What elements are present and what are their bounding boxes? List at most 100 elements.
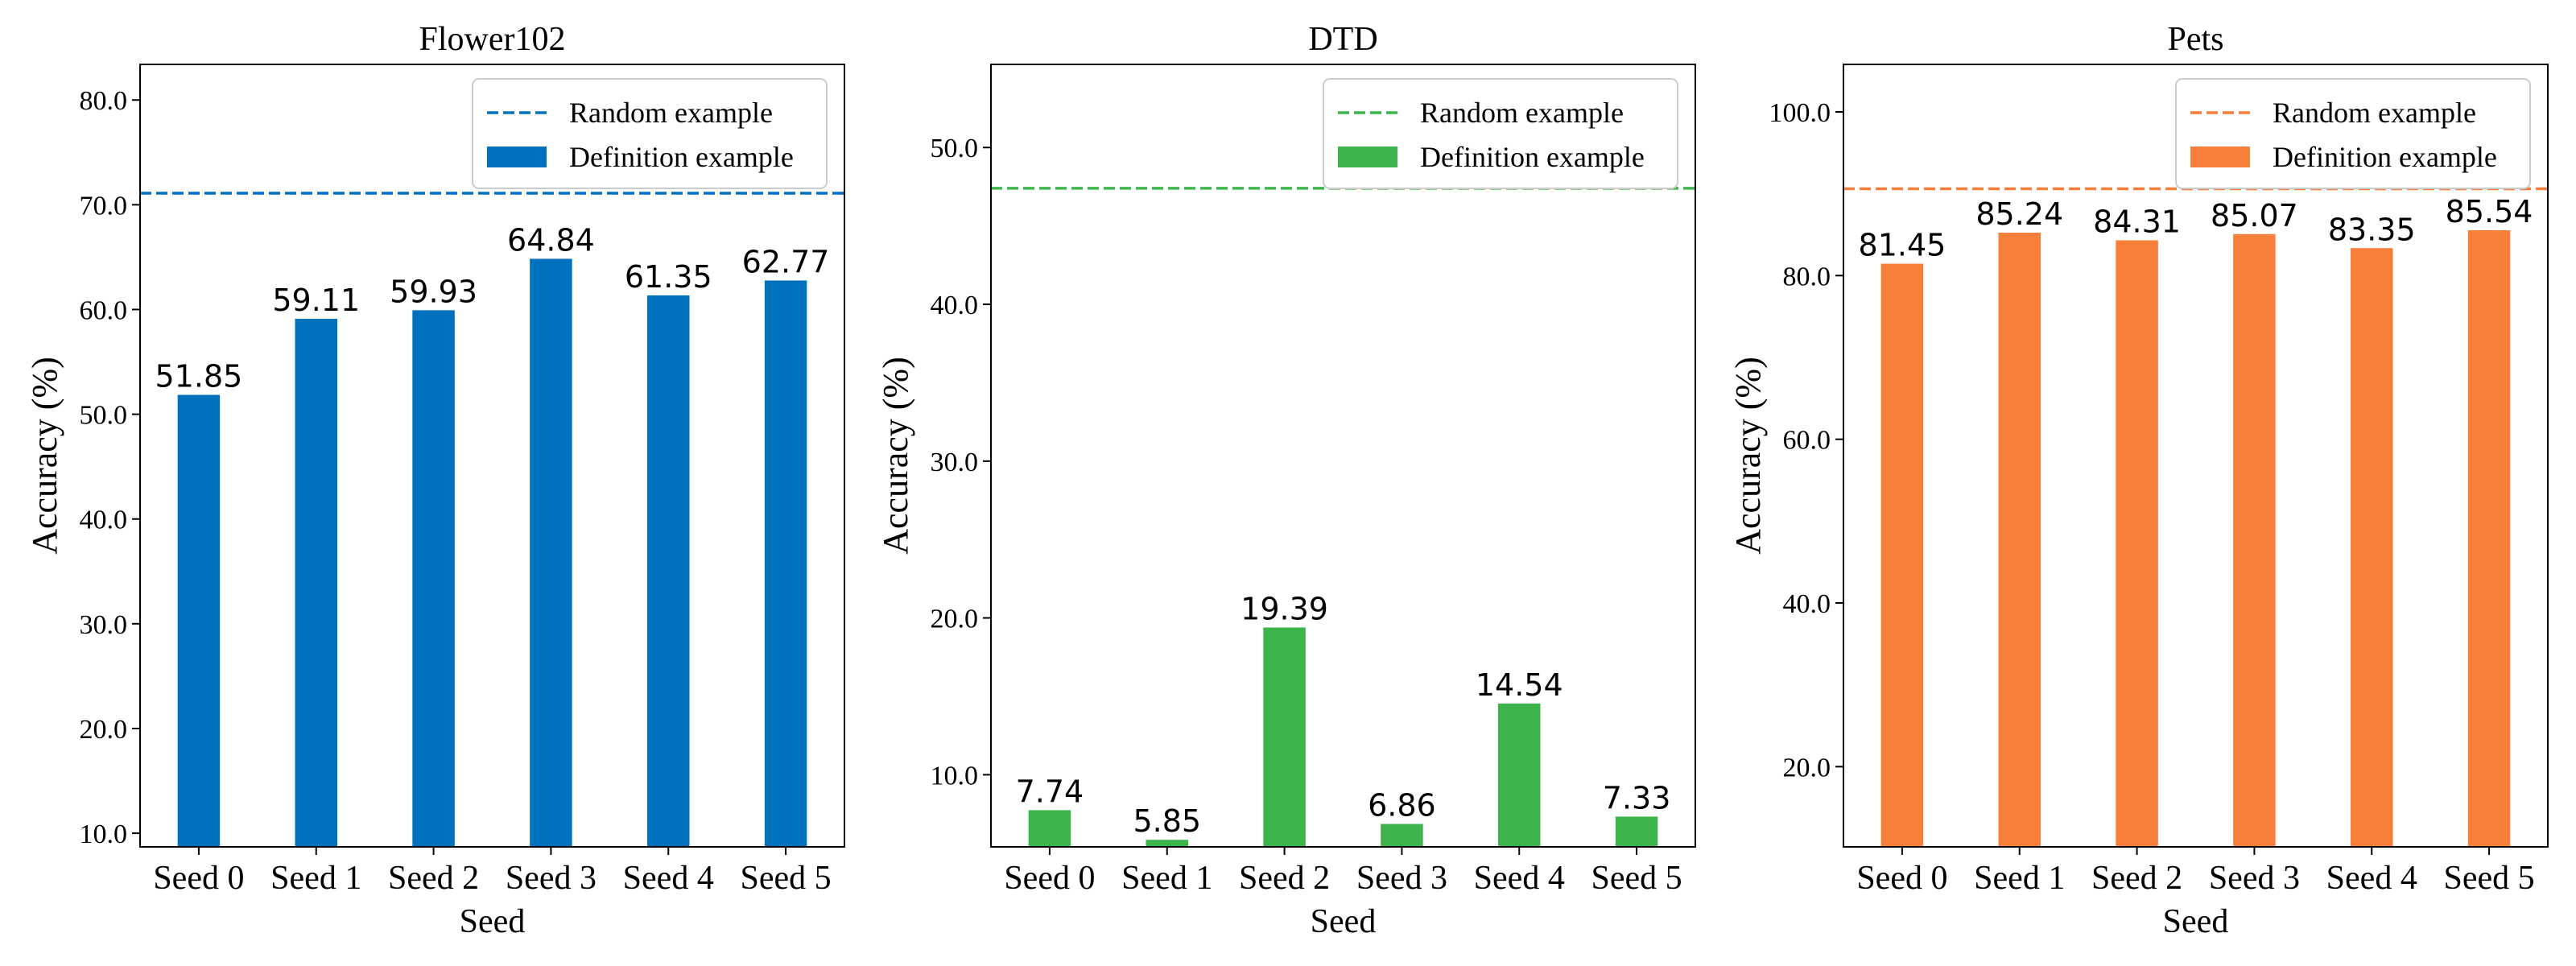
bar-seed-4 (647, 295, 690, 847)
legend-swatch-bar (487, 147, 547, 167)
y-tick-label: 30.0 (931, 448, 979, 477)
legend: Random example Definition example (1323, 78, 1678, 189)
x-tick-label: Seed 5 (2444, 860, 2535, 897)
bar-value-label: 85.54 (2446, 194, 2533, 229)
x-tick-label: Seed 0 (1004, 860, 1095, 897)
bar-value-label: 51.85 (155, 359, 243, 394)
y-axis-label: Accuracy (%) (876, 357, 915, 555)
x-tick-label: Seed 1 (1974, 860, 2065, 897)
bar-value-label: 59.11 (272, 283, 360, 318)
x-axis-label: Seed (2163, 903, 2229, 940)
legend-label-random: Random example (569, 97, 773, 129)
bar-seed-5 (764, 280, 807, 847)
bar-seed-0 (1028, 810, 1071, 847)
bar-value-label: 81.45 (1859, 228, 1946, 263)
y-tick-label: 60.0 (80, 295, 128, 325)
chart-title: Pets (2167, 21, 2223, 58)
plot-frame (990, 64, 1696, 848)
bar-seed-3 (2233, 233, 2276, 847)
bar-seed-4 (1498, 703, 1541, 847)
y-axis-label: Accuracy (%) (25, 357, 64, 555)
bar-seed-3 (530, 258, 572, 847)
bar-value-label: 85.07 (2211, 198, 2298, 233)
legend-label-random: Random example (2273, 97, 2476, 129)
bar-value-label: 83.35 (2328, 212, 2416, 247)
y-tick-label: 50.0 (931, 134, 979, 163)
y-tick-label: 80.0 (80, 86, 128, 116)
bar-value-label: 5.85 (1133, 803, 1201, 839)
bar-value-label: 64.84 (507, 223, 595, 258)
bar-seed-5 (2467, 229, 2511, 847)
x-tick-label: Seed 3 (1356, 860, 1447, 897)
legend-label-definition: Definition example (2273, 141, 2497, 173)
y-tick-label: 40.0 (931, 291, 979, 320)
x-tick-label: Seed 4 (623, 860, 714, 897)
legend-swatch-bar (1338, 147, 1397, 167)
bar-seed-4 (2351, 248, 2393, 847)
y-tick-label: 40.0 (1783, 589, 1831, 619)
x-tick-label: Seed 0 (1856, 860, 1947, 897)
y-tick-label: 20.0 (1783, 753, 1831, 782)
legend-box (2175, 78, 2531, 189)
bar-seed-2 (412, 310, 455, 847)
y-tick-label: 100.0 (1769, 98, 1831, 128)
x-tick-label: Seed 0 (153, 860, 244, 897)
y-tick-label: 10.0 (80, 819, 128, 849)
bar-seed-0 (177, 394, 221, 847)
legend-box (1323, 78, 1678, 189)
y-tick-label: 60.0 (1783, 426, 1831, 456)
y-axis-label: Accuracy (%) (1728, 357, 1768, 555)
x-axis-label: Seed (1311, 903, 1377, 940)
legend: Random example Definition example (2175, 78, 2531, 189)
x-tick-label: Seed 1 (1121, 860, 1212, 897)
x-tick-label: Seed 3 (2209, 860, 2300, 897)
bar-seed-1 (295, 319, 337, 848)
chart-panel-dtd: DTD 7.74 5.85 19.39 6.86 14.54 7.33 10.0 20.0 30.… (876, 21, 1696, 940)
bar-seed-2 (1263, 627, 1306, 847)
y-tick-label: 30.0 (80, 610, 128, 640)
bar-value-label: 14.54 (1476, 667, 1563, 703)
x-tick-label: Seed 2 (1239, 860, 1330, 897)
y-tick-label: 40.0 (80, 506, 128, 535)
bar-value-label: 61.35 (625, 259, 712, 295)
bar-seed-2 (2116, 240, 2158, 847)
x-tick-label: Seed 5 (1591, 860, 1682, 897)
y-tick-label: 80.0 (1783, 262, 1831, 291)
x-tick-label: Seed 4 (1474, 860, 1565, 897)
bar-seed-5 (1615, 816, 1658, 847)
bar-value-label: 19.39 (1241, 591, 1328, 626)
x-tick-label: Seed 2 (2091, 860, 2182, 897)
legend-box (472, 78, 828, 189)
x-tick-label: Seed 2 (388, 860, 479, 897)
bar-seed-1 (1998, 233, 2041, 847)
x-tick-label: Seed 3 (506, 860, 597, 897)
chart-panel-pets: Pets 81.45 85.24 84.31 85.07 83.35 85.54 20.0 40… (1728, 21, 2549, 940)
legend-label-definition: Definition example (1420, 141, 1645, 173)
x-tick-label: Seed 5 (741, 860, 832, 897)
x-tick-label: Seed 1 (270, 860, 361, 897)
chart-title: Flower102 (419, 21, 566, 58)
bar-value-label: 85.24 (1975, 196, 2063, 232)
legend-label-definition: Definition example (569, 141, 794, 173)
bar-seed-1 (1146, 840, 1188, 847)
legend-swatch-bar (2190, 147, 2250, 167)
y-tick-label: 70.0 (80, 191, 128, 221)
bar-seed-0 (1880, 263, 1924, 847)
chart-title: DTD (1308, 21, 1377, 58)
y-tick-label: 20.0 (931, 605, 979, 634)
bar-value-label: 59.93 (390, 274, 477, 309)
chart-panel-flower102: Flower102 51.85 59.11 59.93 64.84 61.35 62.77 1… (25, 21, 845, 940)
bar-seed-3 (1381, 824, 1423, 847)
y-tick-label: 10.0 (931, 761, 979, 791)
legend-label-random: Random example (1420, 97, 1624, 129)
plot-frame (139, 64, 845, 848)
x-tick-label: Seed 4 (2326, 860, 2417, 897)
bar-value-label: 7.33 (1603, 780, 1671, 815)
legend: Random example Definition example (472, 78, 828, 189)
bar-value-label: 7.74 (1016, 774, 1084, 809)
y-tick-label: 20.0 (80, 715, 128, 745)
x-axis-label: Seed (460, 903, 526, 940)
plot-frame (1843, 64, 2549, 848)
y-tick-label: 50.0 (80, 401, 128, 431)
